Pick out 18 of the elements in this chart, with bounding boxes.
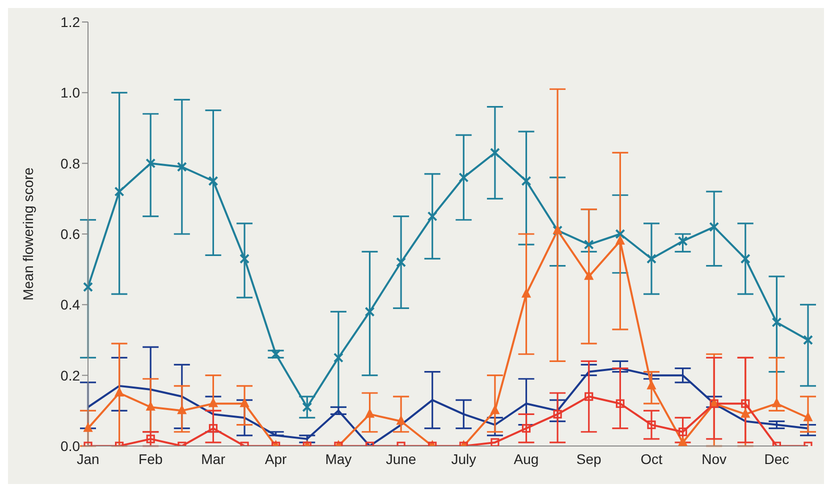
x-tick-label: Oct bbox=[640, 450, 662, 467]
x-tick-label: July bbox=[451, 450, 476, 467]
x-tick-label: Mar bbox=[201, 450, 226, 467]
x-tick-label: Apr bbox=[264, 450, 288, 467]
y-tick-label: 0.8 bbox=[60, 155, 80, 172]
x-tick-label: Dec bbox=[764, 450, 790, 467]
x-tick-label: June bbox=[386, 450, 416, 467]
y-tick-label: 1.0 bbox=[60, 84, 80, 101]
y-axis-title: Mean flowering score bbox=[20, 167, 36, 301]
y-tick-label: 0.2 bbox=[60, 367, 80, 384]
y-tick-label: 0.4 bbox=[60, 296, 80, 313]
x-tick-label: Feb bbox=[138, 450, 163, 467]
y-tick-label: 1.2 bbox=[60, 14, 80, 30]
x-tick-label: May bbox=[325, 450, 352, 467]
x-tick-label: Aug bbox=[514, 450, 539, 467]
x-tick-label: Nov bbox=[702, 450, 727, 467]
y-tick-label: 0.6 bbox=[60, 226, 80, 242]
x-tick-label: Sep bbox=[576, 450, 602, 467]
